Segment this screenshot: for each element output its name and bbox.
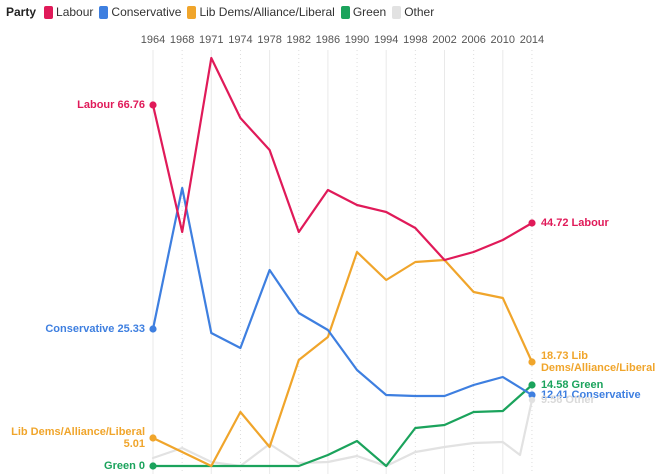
endpoint-libdem-end[interactable] [528, 358, 536, 366]
legend-label-conservative: Conservative [111, 5, 182, 19]
labour-end-label: 44.72 Labour [540, 217, 609, 229]
x-tick-2002: 2002 [432, 34, 457, 46]
x-tick-2006: 2006 [461, 34, 486, 46]
x-tick-1998: 1998 [403, 34, 428, 46]
x-tick-1968: 1968 [169, 34, 195, 46]
legend-label-green: Green [352, 5, 387, 19]
legend-label-libdem: Lib Dems/Alliance/Liberal [199, 5, 335, 19]
x-tick-1964: 1964 [140, 34, 166, 46]
endpoint-libdem-start[interactable] [149, 434, 157, 442]
legend-item-conservative[interactable]: Conservative [99, 5, 181, 19]
legend-item-libdem[interactable]: Lib Dems/Alliance/Liberal [187, 5, 335, 19]
series-line-libdem[interactable] [151, 250, 534, 468]
x-tick-1974: 1974 [228, 34, 253, 46]
green-start-label: Green 0 [104, 460, 145, 472]
other-end-label: 9.56 Other [540, 394, 595, 406]
legend-item-other[interactable]: Other [392, 5, 434, 19]
x-tick-1971: 1971 [199, 34, 224, 46]
x-tick-1994: 1994 [373, 34, 399, 46]
series-line-green[interactable] [151, 383, 534, 468]
legend-swatch-libdem [187, 5, 197, 19]
labour-start-label: Labour 66.76 [77, 99, 145, 111]
endpoint-labour-end[interactable] [528, 219, 536, 227]
libdem-start-label: Lib Dems/Alliance/Liberal 5.01 [11, 426, 145, 450]
endpoint-green-end[interactable] [528, 381, 536, 389]
legend-item-labour[interactable]: Labour [44, 5, 93, 19]
series-line-conservative[interactable] [151, 186, 534, 398]
legend-item-green[interactable]: Green [340, 5, 387, 19]
legend-label-labour: Labour [56, 5, 94, 19]
x-tick-1990: 1990 [344, 34, 370, 46]
conservative-end-label: 12.41 Conservative [540, 389, 641, 401]
libdem-end-label: 18.73 Lib Dems/Alliance/Liberal [540, 350, 656, 374]
x-tick-1978: 1978 [257, 34, 282, 46]
legend-swatch-conservative [99, 5, 109, 19]
x-tick-1982: 1982 [286, 34, 311, 46]
endpoint-labour-start[interactable] [149, 101, 157, 109]
series-line-labour[interactable] [151, 56, 534, 262]
green-end-label: 14.58 Green [540, 379, 604, 391]
legend-swatch-labour [44, 5, 54, 19]
endpoint-conservative-start[interactable] [149, 325, 157, 333]
series-line-other[interactable] [151, 398, 534, 468]
x-tick-1986: 1986 [315, 34, 341, 46]
legend-label-other: Other [404, 5, 435, 19]
conservative-start-label: Conservative 25.33 [45, 323, 145, 335]
x-tick-2014: 2014 [519, 34, 545, 46]
legend-swatch-other [392, 5, 402, 19]
endpoint-conservative-end[interactable] [528, 391, 536, 399]
x-axis-tick-labels: 1964 1968 1971 1974 1978 1982 1986 1990 1994 1998… [0, 34, 660, 50]
endpoint-other-end[interactable] [528, 396, 536, 404]
legend: Party Labour Conservative Lib Dems/Allia… [6, 5, 434, 19]
legend-title: Party [6, 5, 37, 19]
legend-swatch-green [340, 5, 350, 19]
x-tick-2010: 2010 [490, 34, 516, 46]
endpoint-green-start[interactable] [149, 462, 157, 470]
